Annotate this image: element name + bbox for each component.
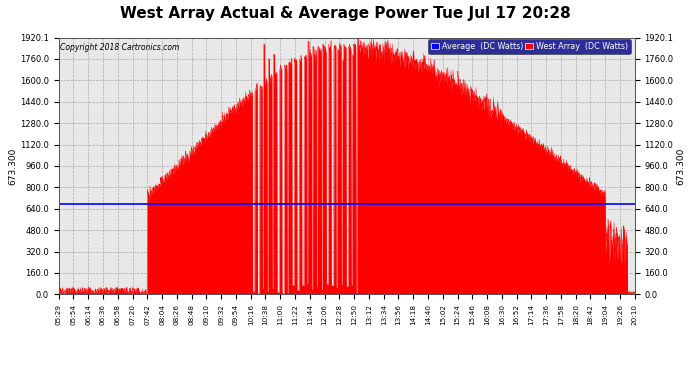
Text: Copyright 2018 Cartronics.com: Copyright 2018 Cartronics.com: [60, 43, 179, 52]
Text: West Array Actual & Average Power Tue Jul 17 20:28: West Array Actual & Average Power Tue Ju…: [119, 6, 571, 21]
Legend: Average  (DC Watts), West Array  (DC Watts): Average (DC Watts), West Array (DC Watts…: [428, 39, 631, 54]
Y-axis label: 673.300: 673.300: [676, 147, 685, 184]
Y-axis label: 673.300: 673.300: [8, 147, 17, 184]
